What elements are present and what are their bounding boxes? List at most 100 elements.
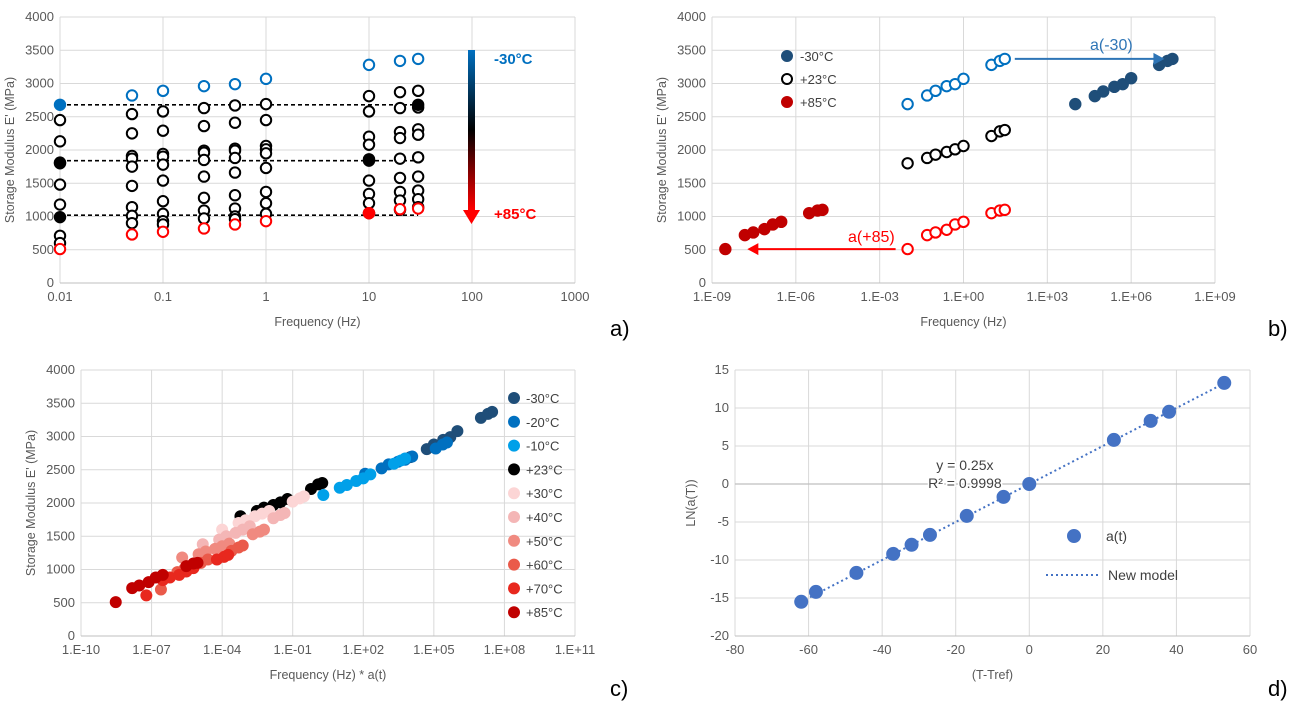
legend-entry-label: +30°C — [526, 486, 563, 501]
temperature-scale-arrowhead — [463, 210, 480, 224]
legend-entry-label: +50°C — [526, 534, 563, 549]
data-point — [747, 226, 760, 239]
data-point — [140, 589, 153, 602]
data-point — [53, 98, 67, 111]
data-point — [508, 415, 520, 428]
x-tick-label: 1.E-06 — [777, 289, 815, 304]
x-axis-label: (T-Tref) — [972, 668, 1013, 682]
data-point — [929, 148, 942, 161]
y-tick-label: 2500 — [25, 109, 54, 124]
y-tick-label: 1000 — [25, 209, 54, 224]
data-point — [259, 97, 273, 111]
data-point — [393, 171, 407, 185]
data-point — [393, 202, 407, 216]
x-tick-label: 20 — [1096, 642, 1110, 657]
data-point — [411, 52, 425, 66]
x-tick-label: 1.E+08 — [484, 642, 526, 657]
y-tick-label: 2000 — [25, 142, 54, 157]
y-tick-label: -20 — [710, 628, 729, 643]
y-tick-label: 1000 — [677, 209, 706, 224]
y-tick-label: 1500 — [25, 175, 54, 190]
data-point — [959, 508, 974, 523]
data-point — [156, 158, 170, 171]
x-tick-label: 1.E-07 — [132, 642, 170, 657]
y-tick-label: 1500 — [46, 528, 75, 543]
data-point — [940, 223, 953, 237]
data-point — [259, 185, 273, 199]
y-tick-label: 0 — [68, 628, 75, 643]
x-tick-label: 60 — [1243, 642, 1257, 657]
legend-entry-label: -10°C — [526, 439, 559, 454]
panel-a-chart: 0 500 1000 1500 2000 2500 3000 3500 4000 0.01 0.1 1… — [3, 9, 630, 341]
data-point — [53, 135, 67, 148]
data-point — [53, 210, 67, 224]
data-point — [901, 97, 914, 111]
data-point — [508, 487, 520, 500]
data-point — [362, 174, 376, 187]
x-tick-label: 1.E+09 — [1194, 289, 1236, 304]
y-tick-label: 1000 — [46, 562, 75, 577]
data-point — [156, 195, 170, 208]
y-tick-label: 4000 — [25, 9, 54, 24]
x-tick-label: -20 — [946, 642, 965, 657]
data-point — [156, 225, 170, 238]
y-tick-label: 500 — [53, 595, 75, 610]
legend-entry-label: +70°C — [526, 581, 563, 596]
data-point — [125, 127, 139, 140]
data-point — [228, 99, 242, 112]
data-point — [156, 105, 170, 118]
data-point — [781, 50, 793, 62]
data-point — [1217, 375, 1232, 390]
shift-label: a(-30) — [1090, 37, 1133, 54]
data-point — [197, 153, 211, 167]
data-point — [125, 216, 139, 230]
data-point — [156, 568, 169, 581]
legend-entry-label: +85°C — [526, 605, 563, 620]
x-tick-label: 1.E+02 — [342, 642, 384, 657]
x-tick-label: 1.E-09 — [693, 289, 731, 304]
y-tick-label: 3500 — [46, 395, 75, 410]
data-point — [53, 156, 67, 169]
shift-label: a(+85) — [848, 229, 895, 246]
x-tick-label: 1000 — [561, 289, 590, 304]
data-point — [998, 203, 1011, 217]
data-point — [125, 160, 139, 173]
y-tick-label: 3000 — [46, 429, 75, 444]
x-tick-label: 1.E-10 — [62, 642, 100, 657]
data-point — [228, 151, 242, 165]
data-point — [719, 242, 732, 256]
data-point — [957, 139, 970, 153]
y-tick-label: 2500 — [677, 109, 706, 124]
data-point — [1143, 413, 1158, 428]
y-axis-label: Storage Modulus E' (MPa) — [24, 430, 38, 576]
data-point — [259, 113, 273, 127]
data-point — [53, 178, 67, 191]
data-point — [1124, 71, 1138, 85]
data-point — [362, 89, 376, 103]
y-tick-label: 500 — [684, 242, 706, 257]
data-point — [228, 189, 242, 202]
shift-arrowhead — [747, 243, 759, 256]
data-point — [259, 161, 273, 175]
data-point — [197, 101, 211, 115]
y-axis-label: Storage Modulus E' (MPa) — [3, 77, 17, 223]
data-point — [125, 107, 139, 121]
panel-b-chart: 0 500 1000 1500 2000 2500 3000 3500 4000 1.E-09 1.… — [655, 9, 1288, 341]
x-axis-label: Frequency (Hz) — [274, 315, 360, 329]
y-tick-label: 0 — [47, 275, 54, 290]
data-point — [508, 582, 520, 595]
y-tick-label: 4000 — [46, 362, 75, 377]
data-point — [362, 206, 376, 220]
y-tick-label: 15 — [715, 362, 729, 377]
data-point — [794, 594, 809, 609]
x-tick-label: 1.E-03 — [861, 289, 899, 304]
data-point — [125, 89, 139, 102]
data-point — [508, 558, 520, 571]
x-tick-label: -60 — [799, 642, 818, 657]
data-point — [929, 226, 942, 239]
data-point — [486, 405, 499, 418]
data-point — [228, 166, 242, 179]
data-point — [508, 534, 520, 547]
x-tick-label: 1.E+06 — [1110, 289, 1152, 304]
data-point — [508, 606, 520, 619]
